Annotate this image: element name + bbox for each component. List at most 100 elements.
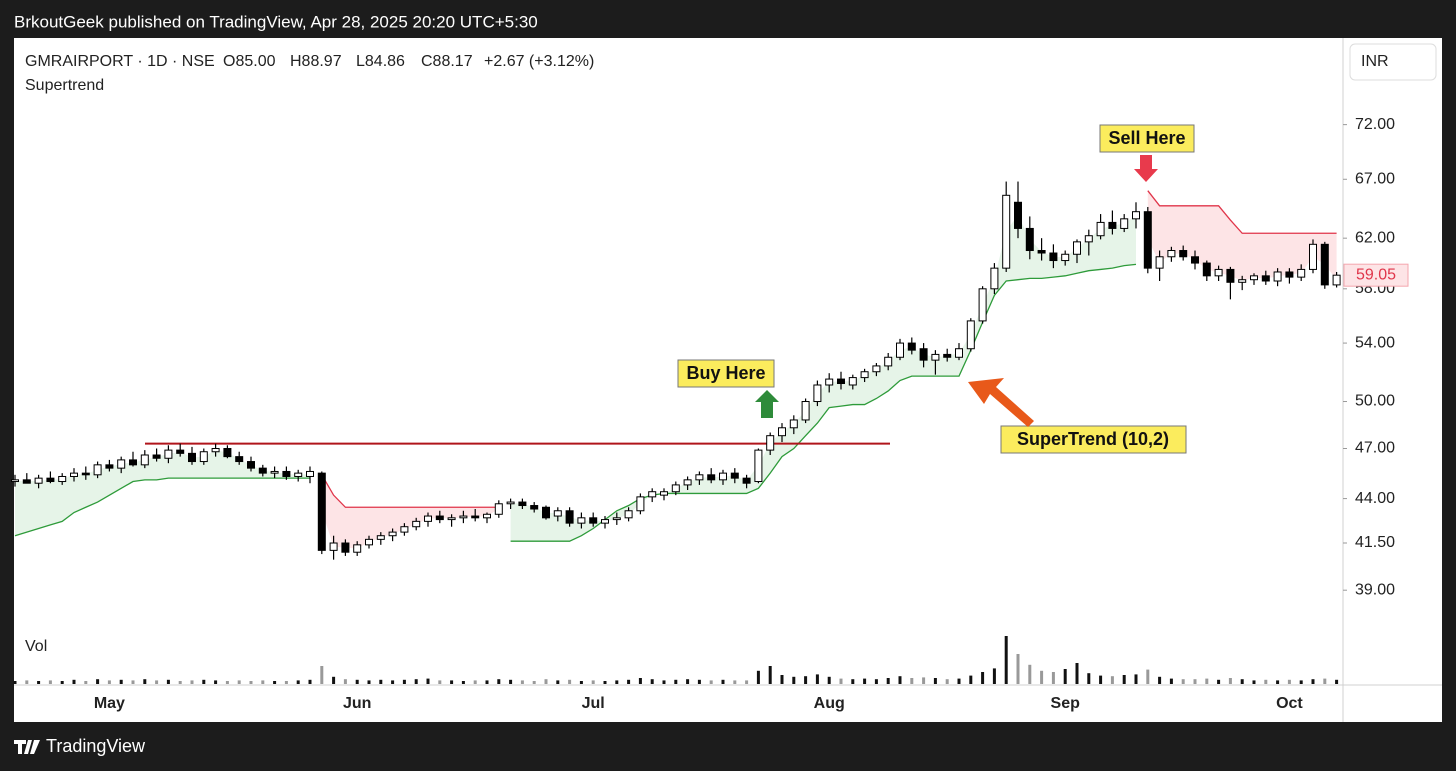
volume-bar <box>1193 679 1197 684</box>
volume-bar <box>343 679 347 684</box>
candle-body <box>341 542 350 553</box>
volume-bar <box>863 678 867 684</box>
candle-body <box>270 470 279 474</box>
candle-body <box>105 464 114 469</box>
volume-bar <box>520 680 524 684</box>
candle-body <box>70 472 78 477</box>
supertrend-fill <box>321 474 499 549</box>
volume-bar <box>733 680 737 684</box>
candle-body <box>671 484 680 493</box>
volume-bar <box>355 679 359 684</box>
candle-body <box>1120 218 1129 229</box>
supertrend-fill <box>15 450 310 536</box>
volume-bar <box>1169 678 1173 684</box>
volume-bar <box>1287 679 1291 684</box>
volume-bar <box>107 680 111 684</box>
symbol: GMRAIRPORT · 1D · NSE <box>25 53 215 70</box>
volume-bar <box>1146 669 1150 684</box>
candle-body <box>943 353 952 358</box>
candle-body <box>553 510 562 517</box>
sell-arrow <box>1134 155 1158 182</box>
volume-bar <box>933 678 937 684</box>
volume-bar <box>839 678 843 684</box>
candle-body <box>837 378 845 385</box>
volume-bar <box>155 680 159 684</box>
y-tick-label: 41.50 <box>1355 534 1395 551</box>
volume-bar <box>815 674 819 684</box>
y-tick-label: 39.00 <box>1355 581 1395 598</box>
candle-body <box>46 477 55 483</box>
plot: 72.0067.0062.0058.0054.0050.0047.0044.00… <box>11 116 1409 712</box>
header: GMRAIRPORT · 1D · NSE O85.00 H88.97 L84.… <box>25 53 594 655</box>
candle-body <box>766 435 775 451</box>
volume-bar <box>827 676 831 684</box>
volume-bar <box>249 681 253 684</box>
volume-bar <box>37 681 41 684</box>
candle-body <box>589 517 598 524</box>
volume-bar <box>1264 679 1268 684</box>
candle-body <box>506 501 515 505</box>
volume-bar <box>214 680 218 684</box>
candle-body <box>577 517 586 524</box>
candle-body <box>1226 268 1235 283</box>
volume-bar <box>804 676 808 684</box>
candle-body <box>1285 271 1294 278</box>
publisher: BrkoutGeek published on TradingView, Apr… <box>14 12 538 31</box>
candle-body <box>176 449 185 454</box>
volume-bar <box>638 678 642 684</box>
candle-body <box>813 384 822 403</box>
candle-body <box>530 505 539 510</box>
volume-bar <box>981 672 985 684</box>
candle-body <box>1238 279 1247 283</box>
candle-body <box>1202 262 1211 277</box>
volume-bar <box>627 679 631 684</box>
candle-body <box>164 449 173 459</box>
volume-bar <box>1181 679 1185 684</box>
volume-bar <box>945 679 949 684</box>
candle-body <box>376 535 385 540</box>
volume-bar <box>1158 676 1162 684</box>
volume-bar <box>591 680 595 684</box>
close: C88.17 <box>421 53 473 70</box>
volume-bar <box>898 676 902 684</box>
volume-bar <box>25 680 29 684</box>
volume-bar <box>1228 678 1232 684</box>
candle-body <box>247 461 255 469</box>
volume-bar <box>473 680 477 684</box>
candle-body <box>742 477 751 484</box>
volume-bar <box>1016 654 1020 684</box>
candle-body <box>1037 250 1046 254</box>
candle-body <box>306 470 314 477</box>
volume-bar <box>603 681 607 684</box>
high: H88.97 <box>290 53 342 70</box>
volume-bar <box>1335 679 1339 684</box>
volume-bar <box>922 677 926 684</box>
volume-bar <box>1276 680 1280 684</box>
volume-bar <box>969 675 973 684</box>
volume-bar <box>48 680 52 684</box>
volume-bar <box>131 680 135 684</box>
candle-body <box>1214 268 1223 277</box>
candle-body <box>424 515 432 522</box>
candle-body <box>11 479 19 483</box>
volume-bar <box>332 676 336 684</box>
candle-body <box>1297 268 1306 278</box>
volume-bar <box>402 679 406 684</box>
y-tick-label: 62.00 <box>1355 229 1395 246</box>
candle-body <box>81 472 90 476</box>
volume-bar <box>1063 669 1067 684</box>
currency-box[interactable] <box>1349 43 1437 81</box>
buy-box <box>677 359 775 388</box>
volume-bar <box>166 679 170 684</box>
candle-body <box>872 365 881 373</box>
candle-body <box>1061 253 1070 262</box>
volume-bar <box>202 679 206 684</box>
candle-body <box>1096 221 1105 237</box>
brand-logo <box>14 740 40 754</box>
candle-body <box>601 519 609 524</box>
candle-body <box>636 496 645 512</box>
indicator-label: SuperTrend (10,2) <box>1017 429 1169 449</box>
candle-body <box>22 479 31 484</box>
candle-body <box>1273 271 1282 282</box>
